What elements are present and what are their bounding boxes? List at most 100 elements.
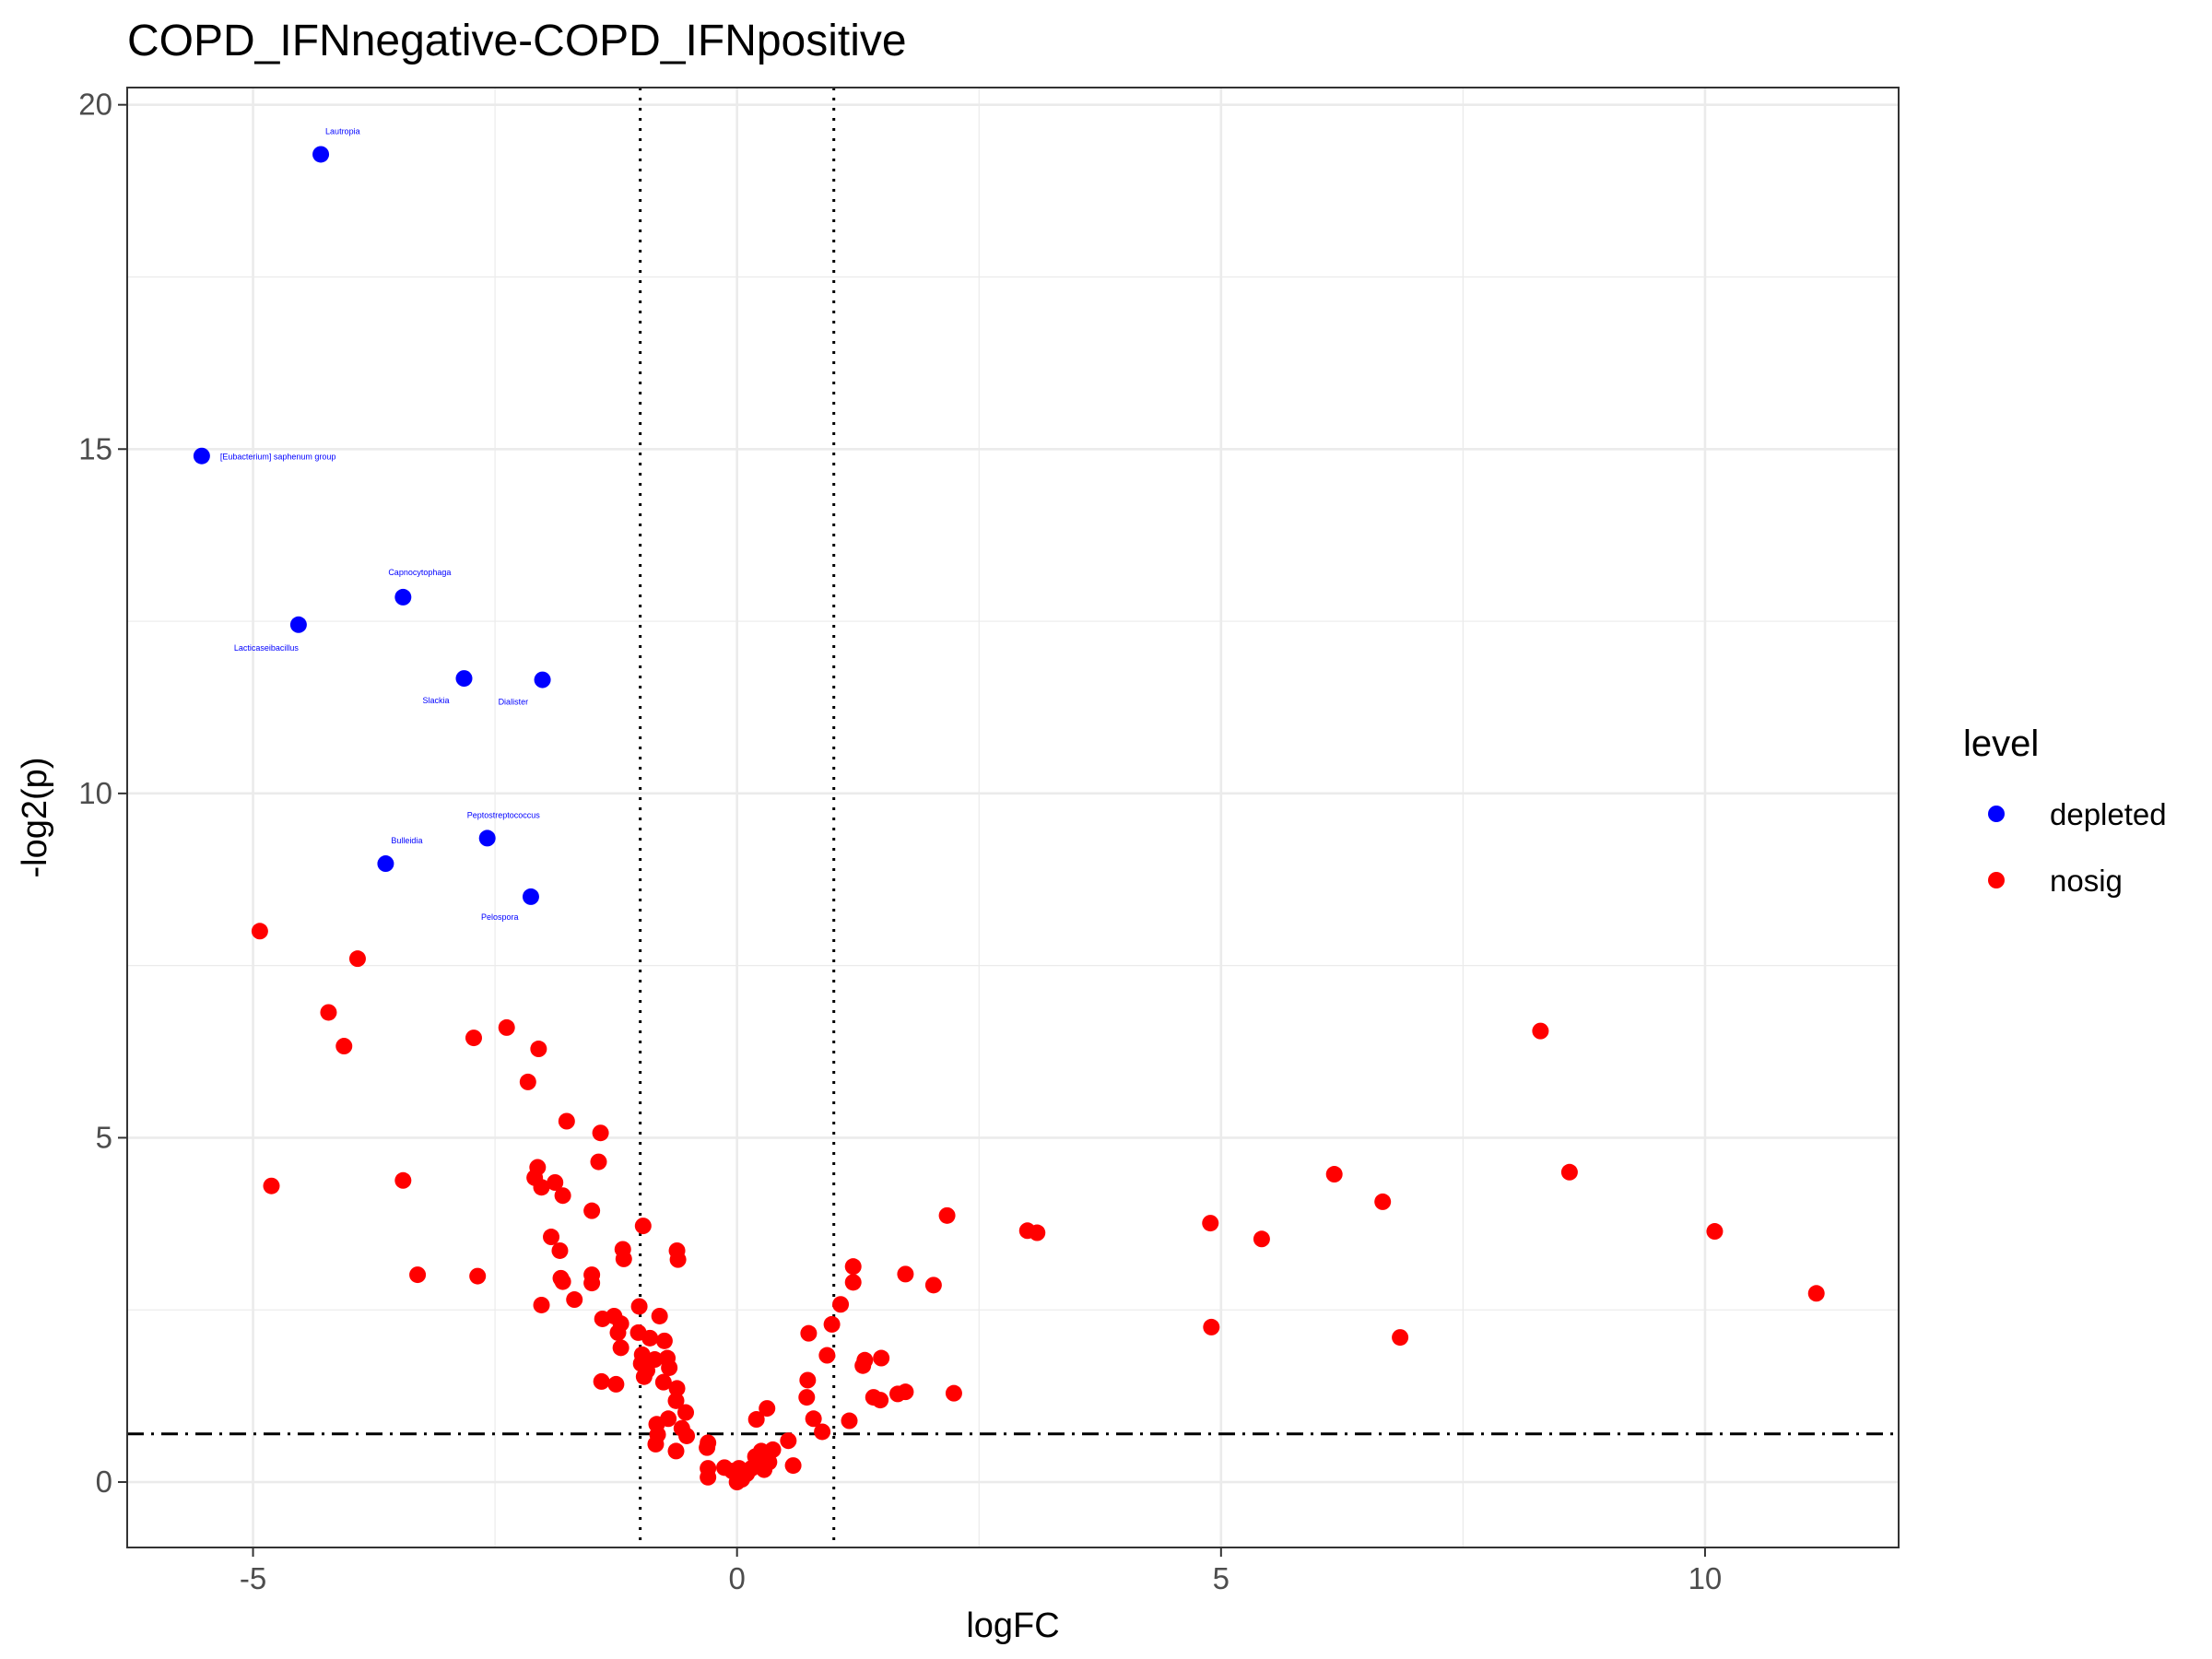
nosig-point [566,1291,583,1309]
nosig-point [678,1427,696,1444]
nosig-point [759,1400,776,1418]
nosig-point [654,1373,672,1391]
nosig-point [677,1404,695,1421]
nosig-point [784,1457,802,1475]
nosig-point [547,1174,564,1191]
nosig-point [583,1275,601,1292]
nosig-point [651,1307,668,1324]
point-label: Bulleidia [391,836,422,845]
depleted-point [193,447,210,465]
minor-gridlines [127,88,1899,1547]
nosig-point [533,1179,550,1196]
nosig-point [612,1339,629,1357]
nosig-point [799,1371,817,1389]
nosig-point [465,1030,482,1047]
nosig-point [1029,1224,1046,1241]
depleted-point [534,671,551,688]
nosig-point [667,1442,685,1460]
nosig-point [798,1389,816,1406]
nosig-point [669,1251,687,1268]
nosig-point [872,1392,889,1409]
depleted-point [478,830,496,847]
legend-key-depleted [1988,806,2005,822]
data-points [193,146,1825,1491]
nosig-point [394,1171,412,1189]
x-axis: -5 0 5 10 [240,1547,1722,1595]
nosig-point [1253,1230,1270,1248]
point-label: Lautropia [325,126,360,135]
nosig-point [519,1073,536,1090]
nosig-point [897,1383,914,1401]
nosig-point [1560,1163,1578,1181]
nosig-point [533,1296,550,1313]
nosig-point [320,1004,337,1021]
nosig-point [543,1229,560,1246]
nosig-point [558,1112,575,1130]
x-tick-label: 10 [1688,1561,1723,1595]
y-tick-label: 0 [96,1465,112,1499]
nosig-point [938,1206,956,1224]
x-axis-title: logFC [966,1606,1059,1645]
nosig-point [593,1372,610,1390]
nosig-point [348,950,366,968]
nosig-point [924,1277,942,1294]
nosig-point [554,1273,571,1290]
nosig-point [335,1038,353,1055]
point-label: Slackia [422,696,449,705]
depleted-point [394,588,412,606]
nosig-point [1706,1223,1724,1241]
nosig-point [635,1368,653,1385]
point-labels: Lautropia [Eubacterium] saphenum group Cap… [220,126,540,921]
nosig-point [856,1351,874,1369]
depleted-point [522,888,539,905]
nosig-point [667,1392,685,1409]
legend-title: level [1963,724,2039,764]
legend-label-nosig: nosig [2050,864,2123,898]
nosig-point [1374,1193,1392,1210]
depleted-point [377,855,394,873]
nosig-point [668,1380,686,1397]
nosig-point [1202,1215,1219,1232]
nosig-point [251,923,268,940]
nosig-point [700,1468,717,1486]
nosig-point [814,1423,831,1441]
point-label: Capnocytophaga [388,568,451,577]
nosig-point [747,1411,765,1429]
nosig-point [641,1329,659,1347]
nosig-point [583,1202,601,1219]
nosig-point [592,1124,609,1142]
nosig-point [844,1258,862,1276]
nosig-point [800,1324,818,1342]
nosig-point [841,1412,858,1430]
nosig-point [634,1218,652,1235]
plot-panel [127,88,1899,1547]
nosig-point [823,1315,841,1333]
nosig-point [594,1310,611,1327]
nosig-point [661,1359,678,1376]
nosig-point [615,1250,632,1267]
x-tick-label: 0 [728,1561,745,1595]
nosig-point [780,1432,797,1450]
nosig-point [1532,1022,1549,1040]
legend-key-nosig [1988,872,2005,888]
nosig-point [1392,1329,1409,1347]
y-axis: 0 5 10 15 20 [78,88,127,1499]
point-label: Dialister [499,698,529,707]
point-label: Peptostreptococcus [467,810,541,819]
nosig-point [409,1266,427,1284]
x-tick-label: 5 [1213,1561,1230,1595]
nosig-point [590,1153,607,1171]
nosig-point [832,1296,850,1313]
y-tick-label: 15 [78,431,112,465]
major-gridlines [127,88,1899,1547]
depleted-point [312,146,330,163]
depleted-point [455,670,473,688]
legend: level depleted nosig [1963,724,2167,898]
point-label: Lacticaseibacillus [234,643,300,653]
x-tick-label: -5 [240,1561,266,1595]
nosig-point [805,1410,822,1428]
chart-title: COPD_IFNnegative-COPD_IFNpositive [127,17,907,65]
nosig-point [764,1441,782,1458]
legend-label-depleted: depleted [2050,797,2167,831]
